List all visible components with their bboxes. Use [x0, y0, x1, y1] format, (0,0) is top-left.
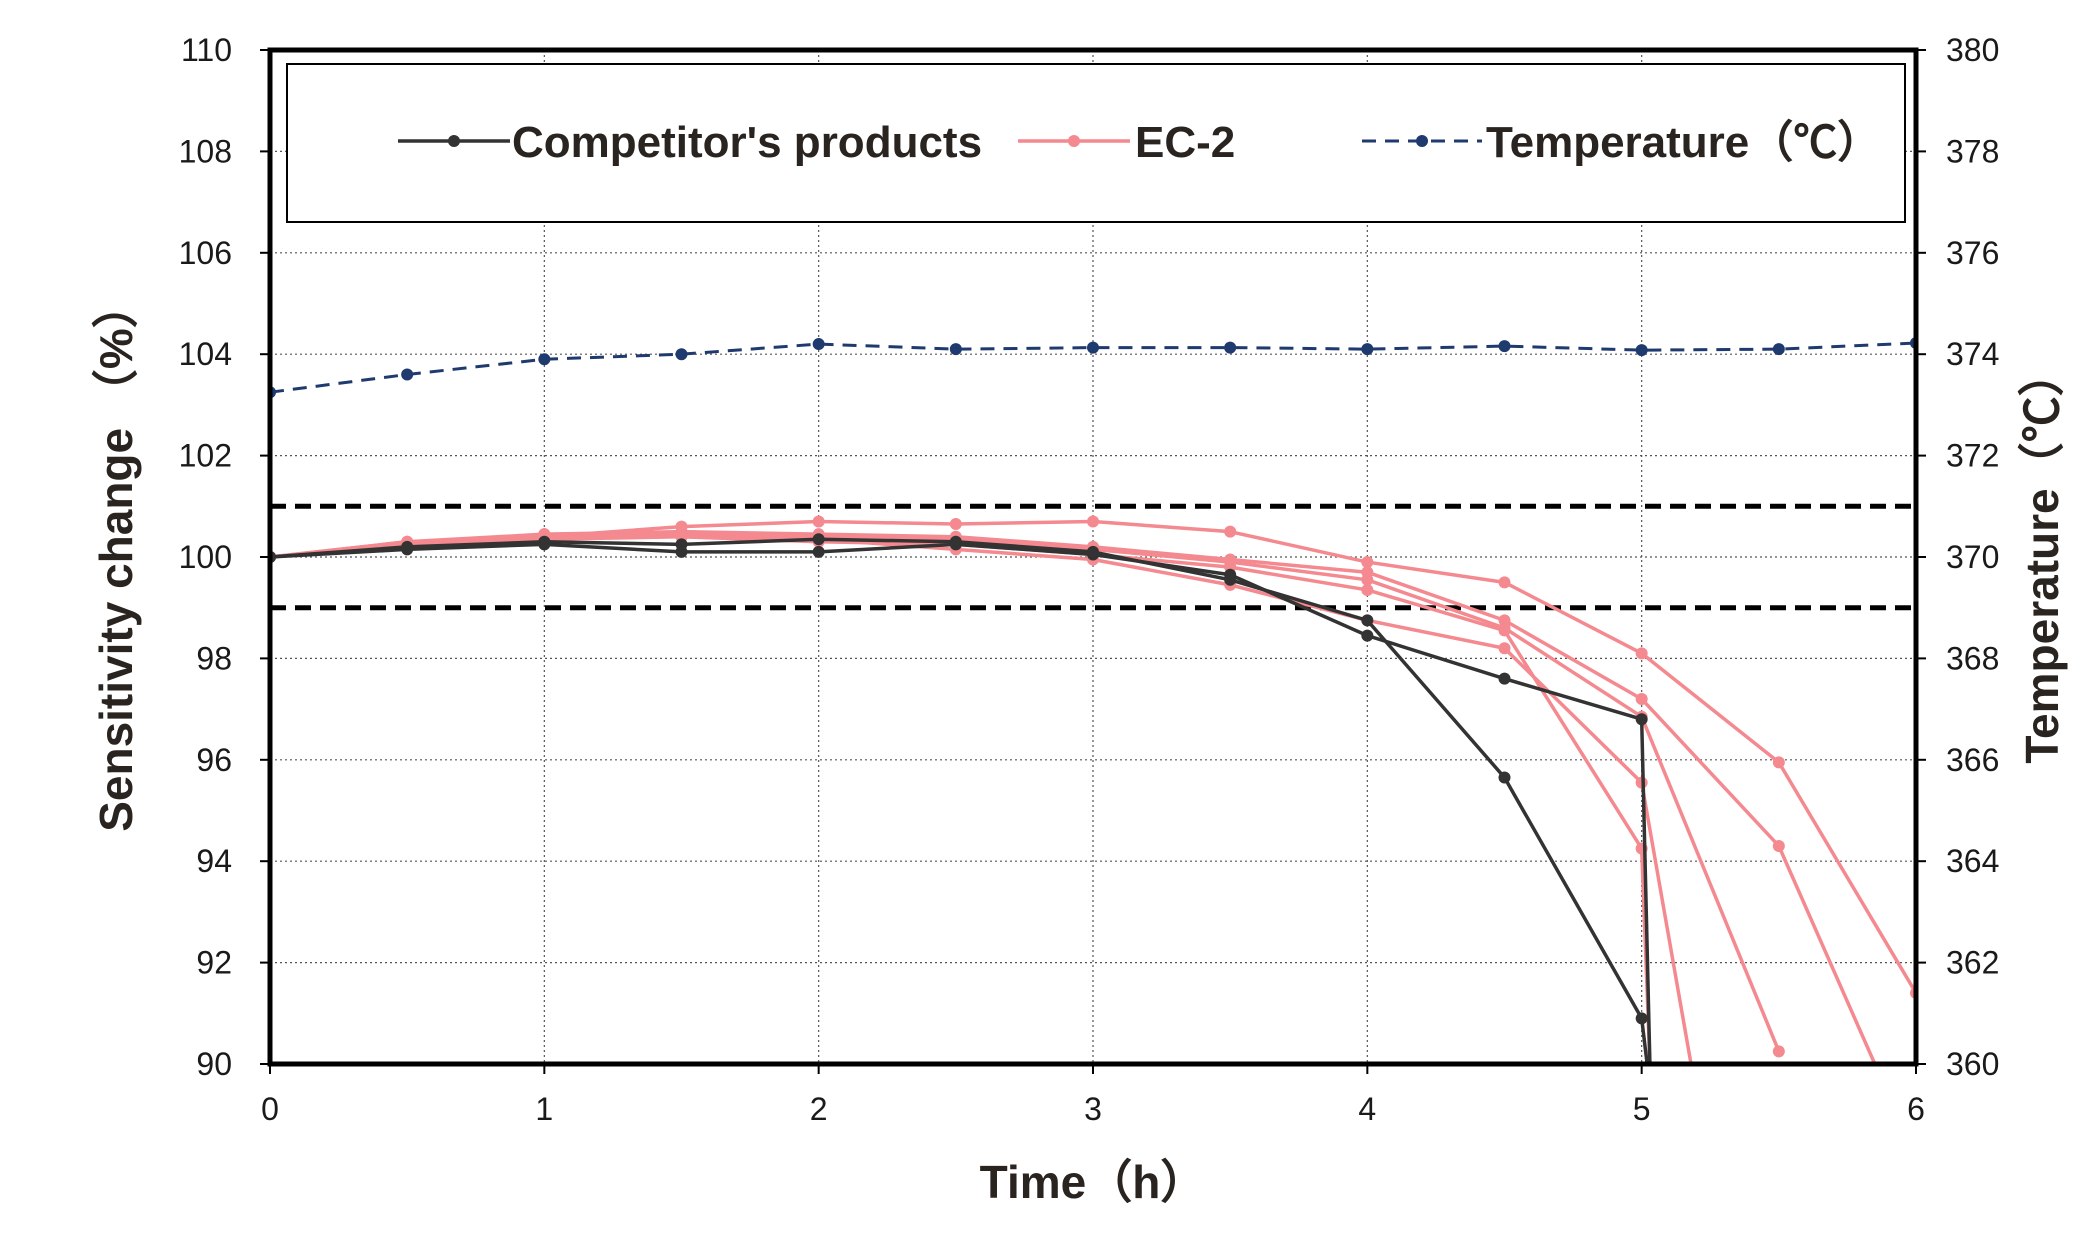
data-point: [401, 368, 414, 381]
tick-label-y-left: 96: [196, 742, 232, 778]
tick-label-y-right: 380: [1946, 32, 1999, 68]
legend-box: [286, 63, 1906, 223]
data-point: [1635, 1012, 1648, 1025]
series-line: [270, 532, 1781, 1052]
tick-label-y-left: 92: [196, 945, 232, 981]
y-axis-right-title: Temperature（℃）: [2016, 350, 2068, 763]
series-2: [270, 533, 1649, 1064]
legend-swatch-marker: [1416, 135, 1428, 147]
tick-label-y-right: 364: [1946, 843, 1999, 879]
data-point: [1361, 614, 1374, 627]
tick-label-x: 6: [1907, 1091, 1925, 1127]
series-line: [270, 519, 1916, 994]
series-line: [270, 542, 1652, 1064]
data-point: [1498, 672, 1511, 685]
x-axis-title: Time（h）: [980, 1156, 1207, 1208]
tick-label-x: 0: [261, 1091, 279, 1127]
tick-label-x: 1: [535, 1091, 553, 1127]
data-point: [1087, 341, 1099, 354]
tick-label-y-left: 102: [179, 438, 232, 474]
data-point: [1635, 713, 1648, 726]
data-point: [1498, 624, 1511, 637]
tick-label-x: 2: [810, 1091, 828, 1127]
data-point: [1498, 642, 1511, 655]
tick-label-y-left: 90: [196, 1046, 232, 1082]
data-point: [1224, 573, 1237, 586]
plot-frame: [260, 47, 1926, 1074]
legend-swatch-marker: [448, 135, 460, 147]
data-point: [538, 535, 551, 548]
tick-label-y-right: 378: [1946, 133, 1999, 169]
data-point: [812, 515, 825, 528]
series-group: [270, 337, 1916, 1064]
series-1: [270, 538, 1652, 1064]
legend-label: Competitor's products: [512, 118, 982, 167]
data-point: [1772, 343, 1785, 356]
data-point: [1087, 545, 1099, 558]
tick-label-y-right: 360: [1946, 1046, 1999, 1082]
data-point: [1772, 839, 1785, 852]
tick-label-x: 4: [1358, 1091, 1376, 1127]
data-point: [1087, 515, 1099, 528]
data-point: [1772, 756, 1785, 769]
data-point: [1635, 692, 1648, 705]
legend-label: Temperature（℃）: [1486, 118, 1881, 167]
data-point: [1361, 556, 1374, 569]
data-point: [1361, 573, 1374, 586]
tick-label-x: 5: [1633, 1091, 1651, 1127]
tick-label-y-right: 376: [1946, 235, 1999, 271]
tick-label-y-left: 106: [179, 235, 232, 271]
series-line: [270, 532, 1693, 1064]
series-line: [270, 529, 1877, 1064]
tick-label-y-right: 370: [1946, 539, 1999, 575]
tick-label-y-right: 368: [1946, 640, 1999, 676]
tick-label-y-left: 108: [179, 133, 232, 169]
data-point: [812, 338, 825, 351]
data-point: [1361, 343, 1374, 356]
tick-label-y-left: 98: [196, 640, 232, 676]
series-8: [270, 337, 1916, 399]
series-7: [270, 530, 1652, 1064]
tick-label-y-right: 374: [1946, 336, 1999, 372]
data-point: [538, 353, 551, 366]
legend: Competitor's products EC-2 Temperature（℃）: [286, 63, 1906, 223]
data-point: [1224, 525, 1237, 538]
data-point: [949, 535, 962, 548]
data-point: [812, 545, 825, 558]
data-point: [1498, 340, 1511, 353]
data-point: [949, 518, 962, 531]
data-point: [1224, 341, 1237, 354]
data-point: [1498, 576, 1511, 589]
tick-label-y-left: 94: [196, 843, 232, 879]
data-point: [1635, 344, 1648, 357]
tick-label-y-right: 362: [1946, 945, 1999, 981]
tick-label-y-right: 366: [1946, 742, 1999, 778]
data-point: [949, 343, 962, 356]
data-point: [401, 540, 414, 553]
y-axis-left-title: Sensitivity change （%）: [90, 282, 142, 832]
tick-label-y-left: 100: [179, 539, 232, 575]
data-point: [1772, 1045, 1785, 1058]
tick-labels: 9092949698100102104106108110360362364366…: [179, 32, 2000, 1127]
data-point: [1361, 629, 1374, 642]
data-point: [812, 533, 825, 546]
data-point: [675, 348, 688, 361]
data-point: [1361, 583, 1374, 596]
data-point: [1498, 771, 1511, 784]
data-point: [1635, 647, 1648, 660]
tick-label-y-left: 110: [181, 32, 232, 68]
tick-label-y-right: 372: [1946, 438, 1999, 474]
series-line: [270, 534, 1652, 1064]
data-point: [675, 538, 688, 551]
legend-swatch-marker: [1068, 135, 1080, 147]
tick-label-y-left: 104: [179, 336, 232, 372]
legend-label: EC-2: [1135, 118, 1235, 167]
series-line: [270, 537, 1649, 1064]
tick-label-x: 3: [1084, 1091, 1102, 1127]
